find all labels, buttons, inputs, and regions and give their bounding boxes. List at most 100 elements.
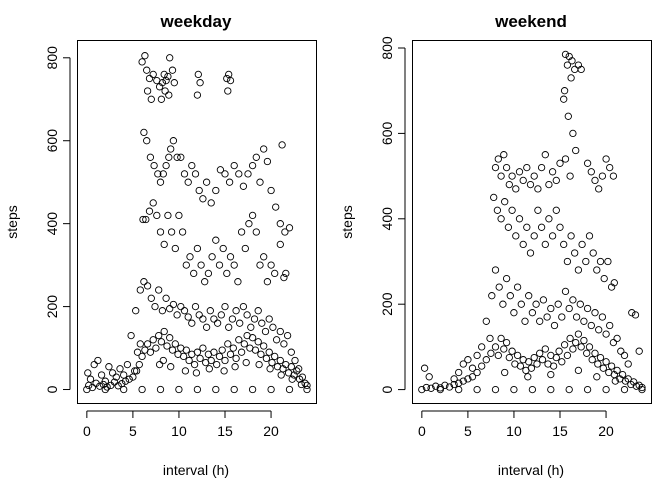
data-point xyxy=(541,345,549,353)
data-point xyxy=(508,347,516,355)
data-point xyxy=(541,151,549,159)
data-point xyxy=(156,385,165,394)
data-point xyxy=(173,153,181,161)
data-point xyxy=(420,364,429,372)
data-point xyxy=(445,383,454,391)
data-point xyxy=(236,319,244,327)
data-point xyxy=(262,354,271,363)
data-point xyxy=(455,368,463,377)
data-point xyxy=(620,385,629,394)
data-point xyxy=(226,76,235,85)
x-axis: 0 5 10 15 20 xyxy=(418,410,614,439)
data-point xyxy=(450,375,458,383)
data-point xyxy=(541,240,549,249)
data-point xyxy=(239,182,248,190)
data-point xyxy=(598,172,607,180)
data-point xyxy=(539,296,548,304)
data-point xyxy=(478,343,486,351)
data-point xyxy=(195,311,203,319)
data-point xyxy=(295,365,303,373)
y-tick-label: 800 xyxy=(44,46,60,70)
data-point xyxy=(185,356,193,365)
data-point xyxy=(232,307,240,315)
data-point xyxy=(464,356,472,364)
data-point xyxy=(248,385,257,394)
data-point xyxy=(202,323,211,331)
data-point xyxy=(552,176,560,185)
weekday-panel: weekday 0 5 10 15 20 0 200 400 600 800 interval … xyxy=(4,12,317,478)
data-point xyxy=(162,294,170,302)
data-point xyxy=(151,302,159,311)
data-point xyxy=(583,349,591,357)
data-point xyxy=(235,336,243,344)
data-point xyxy=(574,330,583,338)
data-point xyxy=(578,240,586,249)
y-axis-label: steps xyxy=(339,205,355,238)
data-point xyxy=(638,383,646,392)
data-point xyxy=(219,244,227,253)
data-point xyxy=(193,91,202,99)
data-point xyxy=(565,304,573,313)
data-point xyxy=(245,220,253,228)
data-point xyxy=(223,269,231,278)
data-point xyxy=(585,343,594,351)
data-point xyxy=(212,236,220,244)
data-point xyxy=(624,360,632,368)
x-tick-label: 10 xyxy=(506,423,522,439)
data-point xyxy=(228,315,237,323)
data-point xyxy=(240,340,248,348)
data-point xyxy=(199,195,207,203)
x-tick-label: 20 xyxy=(598,423,614,439)
data-point xyxy=(602,330,610,338)
data-point xyxy=(635,347,643,355)
data-point xyxy=(224,340,232,348)
data-point xyxy=(569,129,577,138)
data-point xyxy=(508,206,516,214)
data-point xyxy=(265,315,273,323)
data-point xyxy=(491,266,500,274)
data-point xyxy=(164,211,172,220)
plot-frame xyxy=(77,40,317,404)
data-point xyxy=(536,317,544,325)
weekend-panel: weekend 0 5 10 15 20 0 200 400 600 800 interval … xyxy=(339,12,652,478)
data-point xyxy=(571,65,579,74)
data-point xyxy=(171,340,179,348)
y-tick-label: 200 xyxy=(379,292,395,316)
data-point xyxy=(534,185,542,193)
data-point xyxy=(450,380,458,389)
data-point xyxy=(108,369,117,377)
data-point xyxy=(532,300,540,308)
data-point xyxy=(497,172,505,180)
data-point xyxy=(577,65,585,74)
data-point xyxy=(99,380,108,389)
data-point xyxy=(182,261,190,269)
data-point xyxy=(517,300,525,308)
data-point xyxy=(191,170,200,178)
data-point xyxy=(184,313,192,321)
data-point xyxy=(143,66,151,74)
data-point xyxy=(165,153,173,161)
data-point xyxy=(163,342,171,350)
data-point xyxy=(596,257,605,266)
data-point xyxy=(591,309,599,317)
data-point xyxy=(287,363,295,371)
data-point xyxy=(593,373,601,381)
data-point xyxy=(177,302,185,311)
data-point xyxy=(114,382,122,390)
data-point xyxy=(160,240,168,249)
data-point xyxy=(159,356,167,365)
data-point xyxy=(490,193,498,202)
data-point xyxy=(157,338,166,346)
data-point xyxy=(497,215,505,223)
data-point xyxy=(501,198,509,206)
data-point xyxy=(628,309,636,317)
data-point xyxy=(161,87,169,95)
data-point xyxy=(504,223,513,231)
data-point xyxy=(580,336,588,345)
data-point xyxy=(184,178,192,186)
data-point xyxy=(441,381,449,389)
data-point xyxy=(260,145,268,153)
data-point xyxy=(513,283,522,291)
data-point xyxy=(556,223,564,231)
data-point xyxy=(552,206,560,214)
